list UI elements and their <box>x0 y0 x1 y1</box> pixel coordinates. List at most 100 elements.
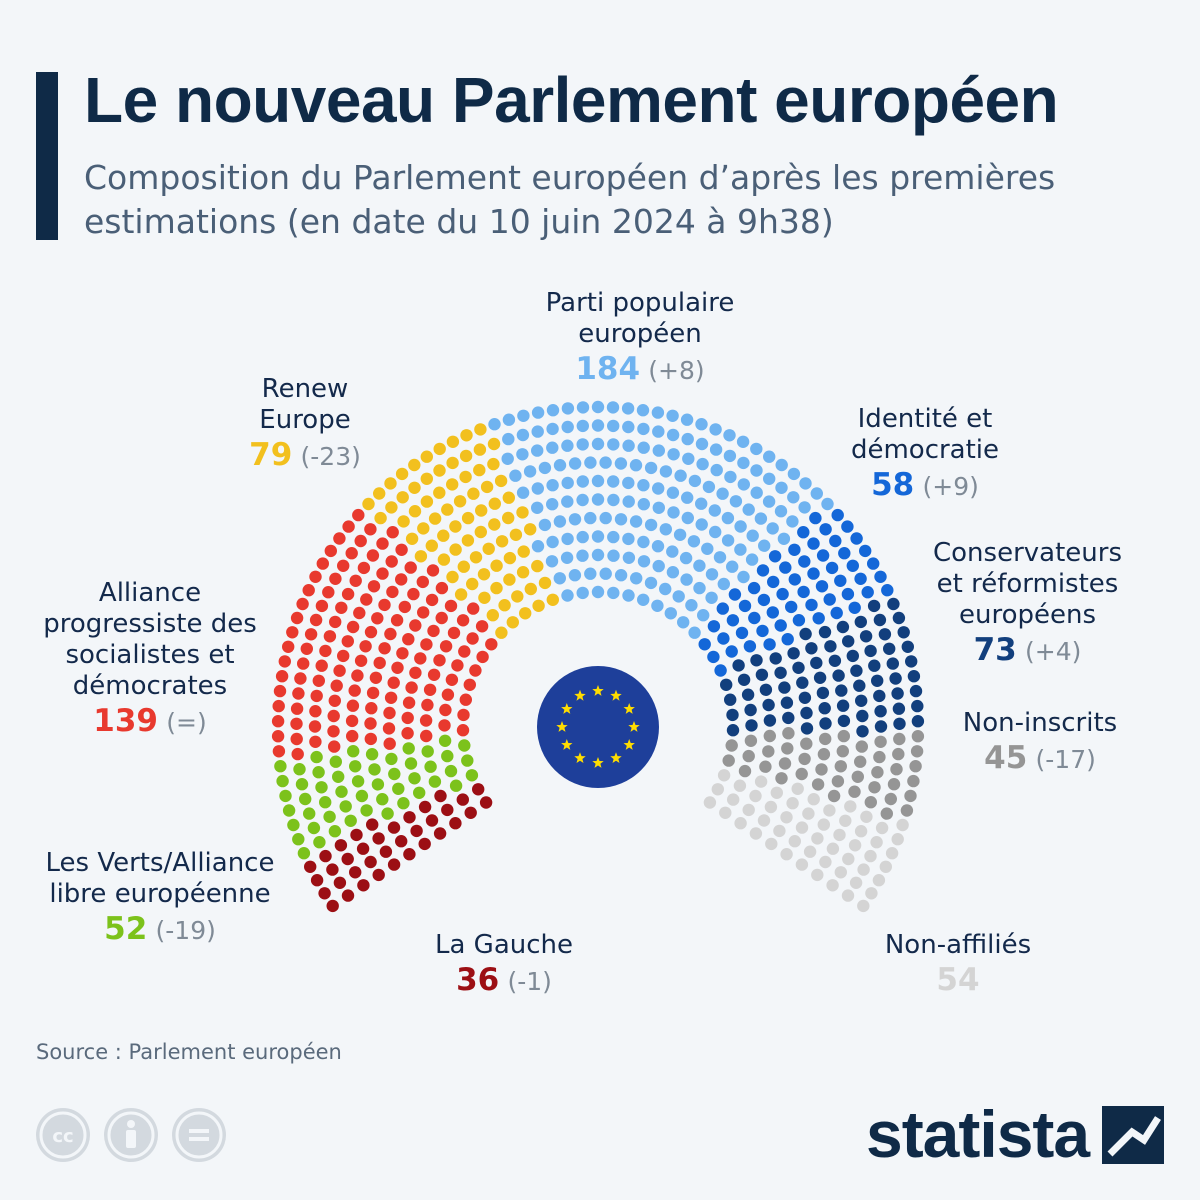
seat-id <box>757 593 771 607</box>
seat-renew <box>374 511 387 525</box>
seat-epp <box>630 572 643 585</box>
seat-left <box>341 889 355 902</box>
seat-left <box>403 848 416 861</box>
seat-count: 45 <box>984 740 1028 776</box>
seat-epp <box>576 493 589 507</box>
seat-ecr <box>818 625 832 639</box>
seat-other <box>749 827 763 840</box>
seat-id <box>743 640 757 653</box>
seat-other <box>857 863 870 876</box>
seat-epp <box>523 465 537 478</box>
page-title: Le nouveau Parlement européen <box>84 64 1059 136</box>
seat-ni <box>725 739 738 752</box>
seat-other <box>807 793 820 806</box>
seat-left <box>433 827 447 840</box>
seat-ecr <box>813 671 827 684</box>
seat-sd <box>402 633 415 646</box>
seat-sd <box>435 581 449 595</box>
seat-greens <box>404 757 418 770</box>
seat-epp <box>560 551 574 564</box>
seat-epp <box>786 515 799 528</box>
seat-epp <box>746 529 759 542</box>
seat-renew <box>459 470 472 484</box>
seat-ecr <box>874 720 888 733</box>
seat-ecr <box>745 719 758 732</box>
seat-sd <box>441 688 455 701</box>
seat-epp <box>685 599 698 612</box>
seat-sd <box>417 606 430 619</box>
seat-other <box>757 814 771 827</box>
seat-epp <box>531 406 545 419</box>
seat-epp <box>775 458 788 472</box>
seat-epp <box>591 474 605 488</box>
seat-renew <box>473 463 486 477</box>
seat-sd <box>383 706 396 720</box>
seat-ni <box>811 778 825 791</box>
seat-ecr <box>856 725 869 738</box>
seat-id <box>735 626 749 640</box>
seat-ecr <box>850 664 863 677</box>
seat-ecr <box>782 711 795 725</box>
seat-greens <box>323 810 336 823</box>
seat-id <box>809 511 822 525</box>
seat-ni <box>763 729 776 743</box>
creative-commons-icon[interactable]: cc <box>36 1108 90 1162</box>
seat-sd <box>352 508 365 522</box>
seat-sd <box>349 574 362 587</box>
seat-renew <box>524 523 537 536</box>
seat-greens <box>351 775 365 788</box>
seat-renew <box>446 456 459 470</box>
seat-ecr <box>854 615 867 629</box>
seat-sd <box>426 564 440 577</box>
seat-left <box>350 828 363 842</box>
label-ecr: Conservateurs et réformistes européens 7… <box>920 538 1135 669</box>
statista-logo-text[interactable]: statista <box>866 1097 1090 1171</box>
seat-ni <box>837 729 850 743</box>
seat-ecr <box>836 620 850 634</box>
seat-ecr <box>836 699 850 712</box>
eu-star-icon <box>628 721 640 732</box>
seat-count: 79 <box>249 437 293 473</box>
group-name: Non-inscrits <box>962 708 1118 738</box>
seat-epp <box>721 511 735 525</box>
no-derivatives-icon[interactable] <box>172 1108 226 1162</box>
seat-sd <box>360 593 373 606</box>
seat-ni <box>817 748 831 761</box>
seat-sd <box>367 580 381 593</box>
seat-ni <box>880 807 893 820</box>
seat-id <box>829 534 842 548</box>
seat-id <box>805 598 818 612</box>
seat-left <box>334 839 348 852</box>
seat-epp <box>568 569 582 582</box>
seat-renew <box>446 435 460 448</box>
seat-epp <box>591 585 605 599</box>
eu-star-icon <box>574 689 586 701</box>
seat-epp <box>516 486 530 499</box>
seat-sd <box>376 537 389 550</box>
seat-change: (+8) <box>648 356 705 385</box>
seat-ecr <box>824 640 837 653</box>
seat-epp <box>516 428 530 442</box>
seat-sd <box>401 711 414 725</box>
seat-ni <box>819 732 832 746</box>
seat-left <box>449 817 462 830</box>
seat-sd <box>427 668 441 681</box>
seat-sd <box>354 654 368 667</box>
attribution-icon[interactable] <box>104 1108 158 1162</box>
seat-other <box>844 800 857 813</box>
seat-epp <box>717 577 730 591</box>
seat-ni <box>775 772 788 785</box>
seat-sd <box>290 611 304 625</box>
seat-ecr <box>774 666 787 679</box>
seat-change: (-17) <box>1035 745 1096 774</box>
seat-sd <box>420 638 433 651</box>
seat-left <box>418 800 432 814</box>
seat-other <box>885 847 899 860</box>
seat-left <box>379 845 393 858</box>
seat-epp <box>681 491 694 504</box>
seat-sd <box>364 717 377 730</box>
seat-ni <box>868 781 881 794</box>
seat-epp <box>644 461 658 475</box>
seat-renew <box>506 616 519 629</box>
seat-sd <box>467 602 480 615</box>
